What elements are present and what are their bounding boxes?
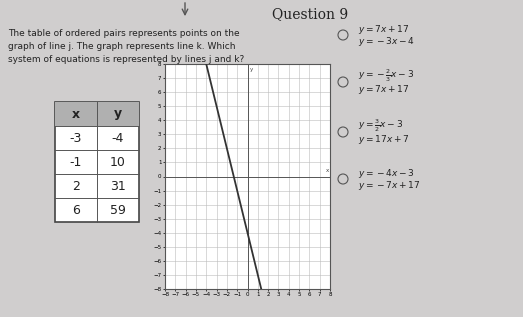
Text: $y=\frac{3}{2}x-3$: $y=\frac{3}{2}x-3$ <box>358 118 403 134</box>
Text: 10: 10 <box>110 156 126 169</box>
Text: 59: 59 <box>110 204 126 217</box>
Text: $y=-4x-3$: $y=-4x-3$ <box>358 166 415 179</box>
Text: x: x <box>72 107 80 120</box>
Text: $y=-3x-4$: $y=-3x-4$ <box>358 36 415 49</box>
Text: $y=7x+17$: $y=7x+17$ <box>358 23 410 36</box>
Text: y: y <box>114 107 122 120</box>
Text: The table of ordered pairs represents points on the
graph of line j. The graph r: The table of ordered pairs represents po… <box>8 29 244 64</box>
Text: y: y <box>249 67 253 72</box>
Text: -3: -3 <box>70 132 82 145</box>
Text: Question 9: Question 9 <box>272 7 348 21</box>
Bar <box>55 102 139 126</box>
Text: $y=7x+17$: $y=7x+17$ <box>358 82 410 95</box>
Text: $y=-7x+17$: $y=-7x+17$ <box>358 179 420 192</box>
Text: $y=17x+7$: $y=17x+7$ <box>358 133 410 146</box>
Text: x: x <box>326 168 329 173</box>
Text: 6: 6 <box>72 204 80 217</box>
Text: 2: 2 <box>72 179 80 192</box>
Bar <box>55 102 139 222</box>
Text: $y=-\frac{2}{3}x-3$: $y=-\frac{2}{3}x-3$ <box>358 68 414 84</box>
Text: -1: -1 <box>70 156 82 169</box>
Text: -4: -4 <box>112 132 124 145</box>
Text: 31: 31 <box>110 179 126 192</box>
